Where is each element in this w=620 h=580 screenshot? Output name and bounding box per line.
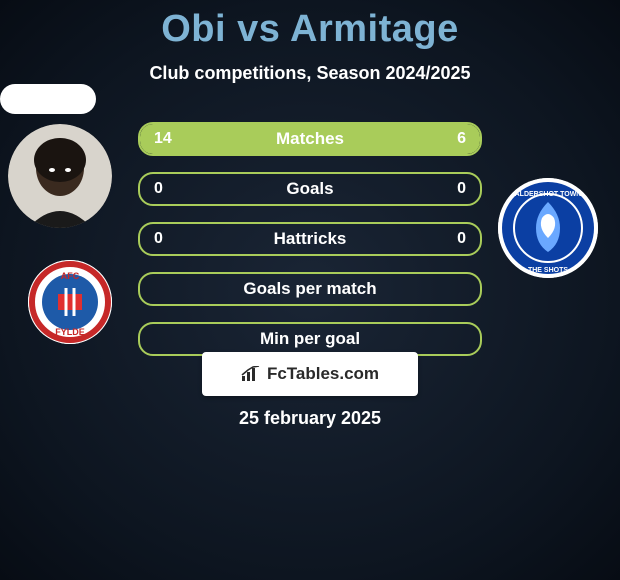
player-right-avatar (0, 84, 96, 114)
svg-text:AFC: AFC (61, 271, 80, 281)
stat-bar-hattricks: 00Hattricks (138, 222, 482, 256)
bar-label: Min per goal (140, 324, 480, 354)
stat-bar-min-per-goal: Min per goal (138, 322, 482, 356)
stat-bar-matches: 146Matches (138, 122, 482, 156)
fctables-label: FcTables.com (267, 364, 379, 384)
stats-bars: 146Matches 00Goals 00Hattricks Goals per ma… (138, 122, 482, 372)
svg-text:FYLDE: FYLDE (55, 327, 85, 337)
chart-icon (241, 366, 261, 382)
bar-label: Goals per match (140, 274, 480, 304)
bar-label: Matches (140, 124, 480, 154)
page-title: Obi vs Armitage (0, 0, 620, 51)
bar-label: Goals (140, 174, 480, 204)
player-left-avatar (8, 124, 112, 228)
stat-bar-goals: 00Goals (138, 172, 482, 206)
bar-label: Hattricks (140, 224, 480, 254)
club-right-badge: ALDERSHOT TOWN THE SHOTS (498, 178, 598, 278)
date-line: 25 february 2025 (0, 408, 620, 429)
svg-text:THE SHOTS: THE SHOTS (528, 267, 568, 274)
stat-bar-goals-per-match: Goals per match (138, 272, 482, 306)
comparison-card: Obi vs Armitage Club competitions, Seaso… (0, 0, 620, 580)
club-left-badge: AFC FYLDE (28, 260, 112, 344)
fctables-watermark: FcTables.com (202, 352, 418, 396)
page-subtitle: Club competitions, Season 2024/2025 (0, 63, 620, 84)
svg-text:ALDERSHOT TOWN: ALDERSHOT TOWN (515, 191, 582, 198)
